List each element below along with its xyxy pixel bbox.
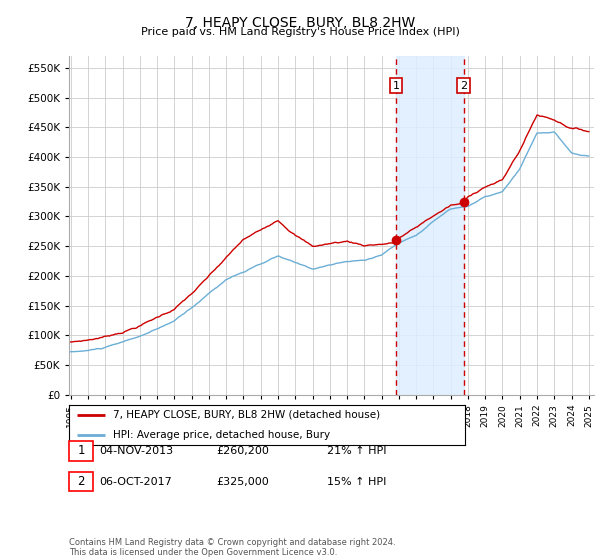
Text: 06-OCT-2017: 06-OCT-2017: [99, 477, 172, 487]
Text: HPI: Average price, detached house, Bury: HPI: Average price, detached house, Bury: [113, 430, 329, 440]
Text: 04-NOV-2013: 04-NOV-2013: [99, 446, 173, 456]
Text: 1: 1: [392, 81, 400, 91]
Bar: [396, 56, 464, 395]
Text: Price paid vs. HM Land Registry's House Price Index (HPI): Price paid vs. HM Land Registry's House …: [140, 27, 460, 37]
Text: £325,000: £325,000: [216, 477, 269, 487]
Text: 2: 2: [77, 475, 85, 488]
Text: Contains HM Land Registry data © Crown copyright and database right 2024.
This d: Contains HM Land Registry data © Crown c…: [69, 538, 395, 557]
Text: £260,200: £260,200: [216, 446, 269, 456]
Text: 2: 2: [460, 81, 467, 91]
Text: 15% ↑ HPI: 15% ↑ HPI: [327, 477, 386, 487]
Text: 1: 1: [77, 444, 85, 458]
Text: 21% ↑ HPI: 21% ↑ HPI: [327, 446, 386, 456]
Text: 7, HEAPY CLOSE, BURY, BL8 2HW (detached house): 7, HEAPY CLOSE, BURY, BL8 2HW (detached …: [113, 410, 380, 420]
Text: 7, HEAPY CLOSE, BURY, BL8 2HW: 7, HEAPY CLOSE, BURY, BL8 2HW: [185, 16, 415, 30]
